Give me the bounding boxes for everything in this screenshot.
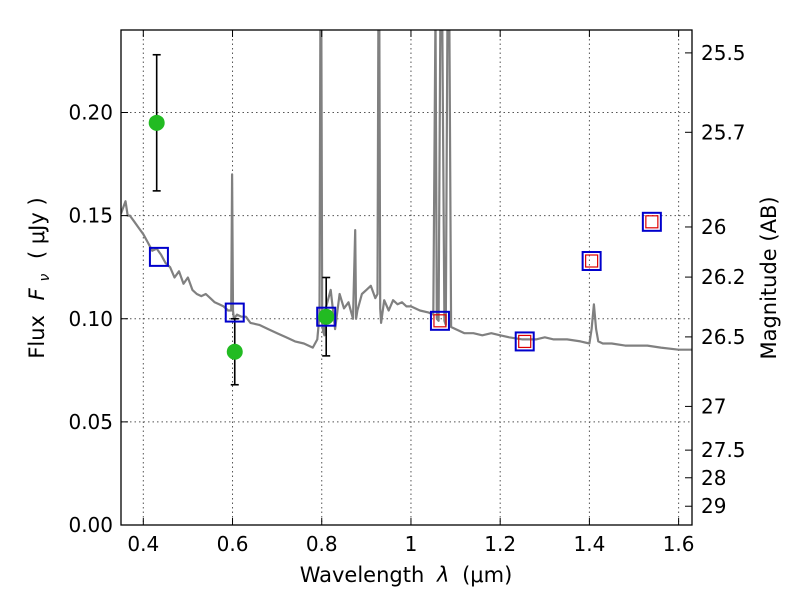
plot-frame bbox=[120, 29, 693, 526]
model-band-square bbox=[641, 211, 662, 232]
model-band-square bbox=[148, 246, 169, 267]
model-band-square bbox=[224, 302, 245, 323]
y2-tick-label: 28 bbox=[701, 466, 726, 490]
y-axis-label-unit: ( μJy ) bbox=[25, 197, 49, 259]
x-tick-label: 0.8 bbox=[306, 532, 338, 556]
y-tick-label: 0.00 bbox=[68, 513, 113, 537]
x-tick-label: 1.4 bbox=[573, 532, 605, 556]
x-axis-label-prefix: Wavelength bbox=[300, 563, 425, 587]
model-band-square bbox=[514, 331, 535, 352]
model-band-inner-square bbox=[518, 334, 532, 349]
observed-point bbox=[226, 343, 243, 360]
y-tick-label: 0.20 bbox=[68, 101, 113, 125]
model-band-square bbox=[316, 306, 337, 327]
errorbars-layer bbox=[152, 53, 331, 386]
y-tick-label: 0.15 bbox=[68, 204, 113, 228]
model-sed-line bbox=[121, 30, 692, 351]
points-layer bbox=[148, 114, 662, 360]
model-band-inner-square bbox=[645, 215, 659, 229]
y-axis-label-symbol-sub: ν bbox=[37, 274, 53, 282]
x-tick-label: 1.2 bbox=[484, 532, 516, 556]
x-axis-label: Wavelength λ (μm) bbox=[300, 563, 513, 587]
model-band-square bbox=[581, 251, 602, 271]
observed-point bbox=[148, 114, 165, 131]
y2-tick-label: 26.5 bbox=[701, 325, 746, 349]
grid-layer bbox=[121, 30, 692, 525]
x-axis-label-unit: (μm) bbox=[462, 563, 512, 587]
y2-tick-label: 25.7 bbox=[701, 120, 746, 144]
y-axis-label: Flux F ν ( μJy ) bbox=[25, 197, 54, 358]
y-tick-label: 0.10 bbox=[68, 307, 113, 331]
y2-tick-label: 25.5 bbox=[701, 41, 746, 65]
y-axis-label-symbol: F bbox=[25, 287, 49, 300]
y2-tick-label: 29 bbox=[701, 494, 726, 518]
observed-point bbox=[318, 308, 335, 325]
y2-axis-label: Magnitude (AB) bbox=[757, 196, 781, 359]
y2-tick-label: 27 bbox=[701, 394, 726, 418]
x-tick-label: 1.6 bbox=[663, 532, 695, 556]
x-tick-label: 1 bbox=[405, 532, 418, 556]
y2-tick-label: 26 bbox=[701, 215, 726, 239]
y-axis-label-prefix: Flux bbox=[25, 315, 49, 359]
model-band-square bbox=[429, 310, 450, 331]
x-axis-label-symbol: λ bbox=[436, 563, 449, 587]
model-band-inner-square bbox=[433, 314, 447, 328]
model-band-inner-square bbox=[585, 254, 599, 268]
x-tick-label: 0.4 bbox=[127, 532, 159, 556]
ticks-layer: 0.4 0.6 0.8 1 1.2 1.4 1.6 0.00 0.05 0.10 0.15 0.20 2… bbox=[68, 30, 746, 556]
y-tick-label: 0.05 bbox=[68, 410, 113, 434]
y2-tick-label: 26.2 bbox=[701, 265, 746, 289]
y2-tick-label: 27.5 bbox=[701, 438, 746, 462]
x-tick-label: 0.6 bbox=[217, 532, 249, 556]
